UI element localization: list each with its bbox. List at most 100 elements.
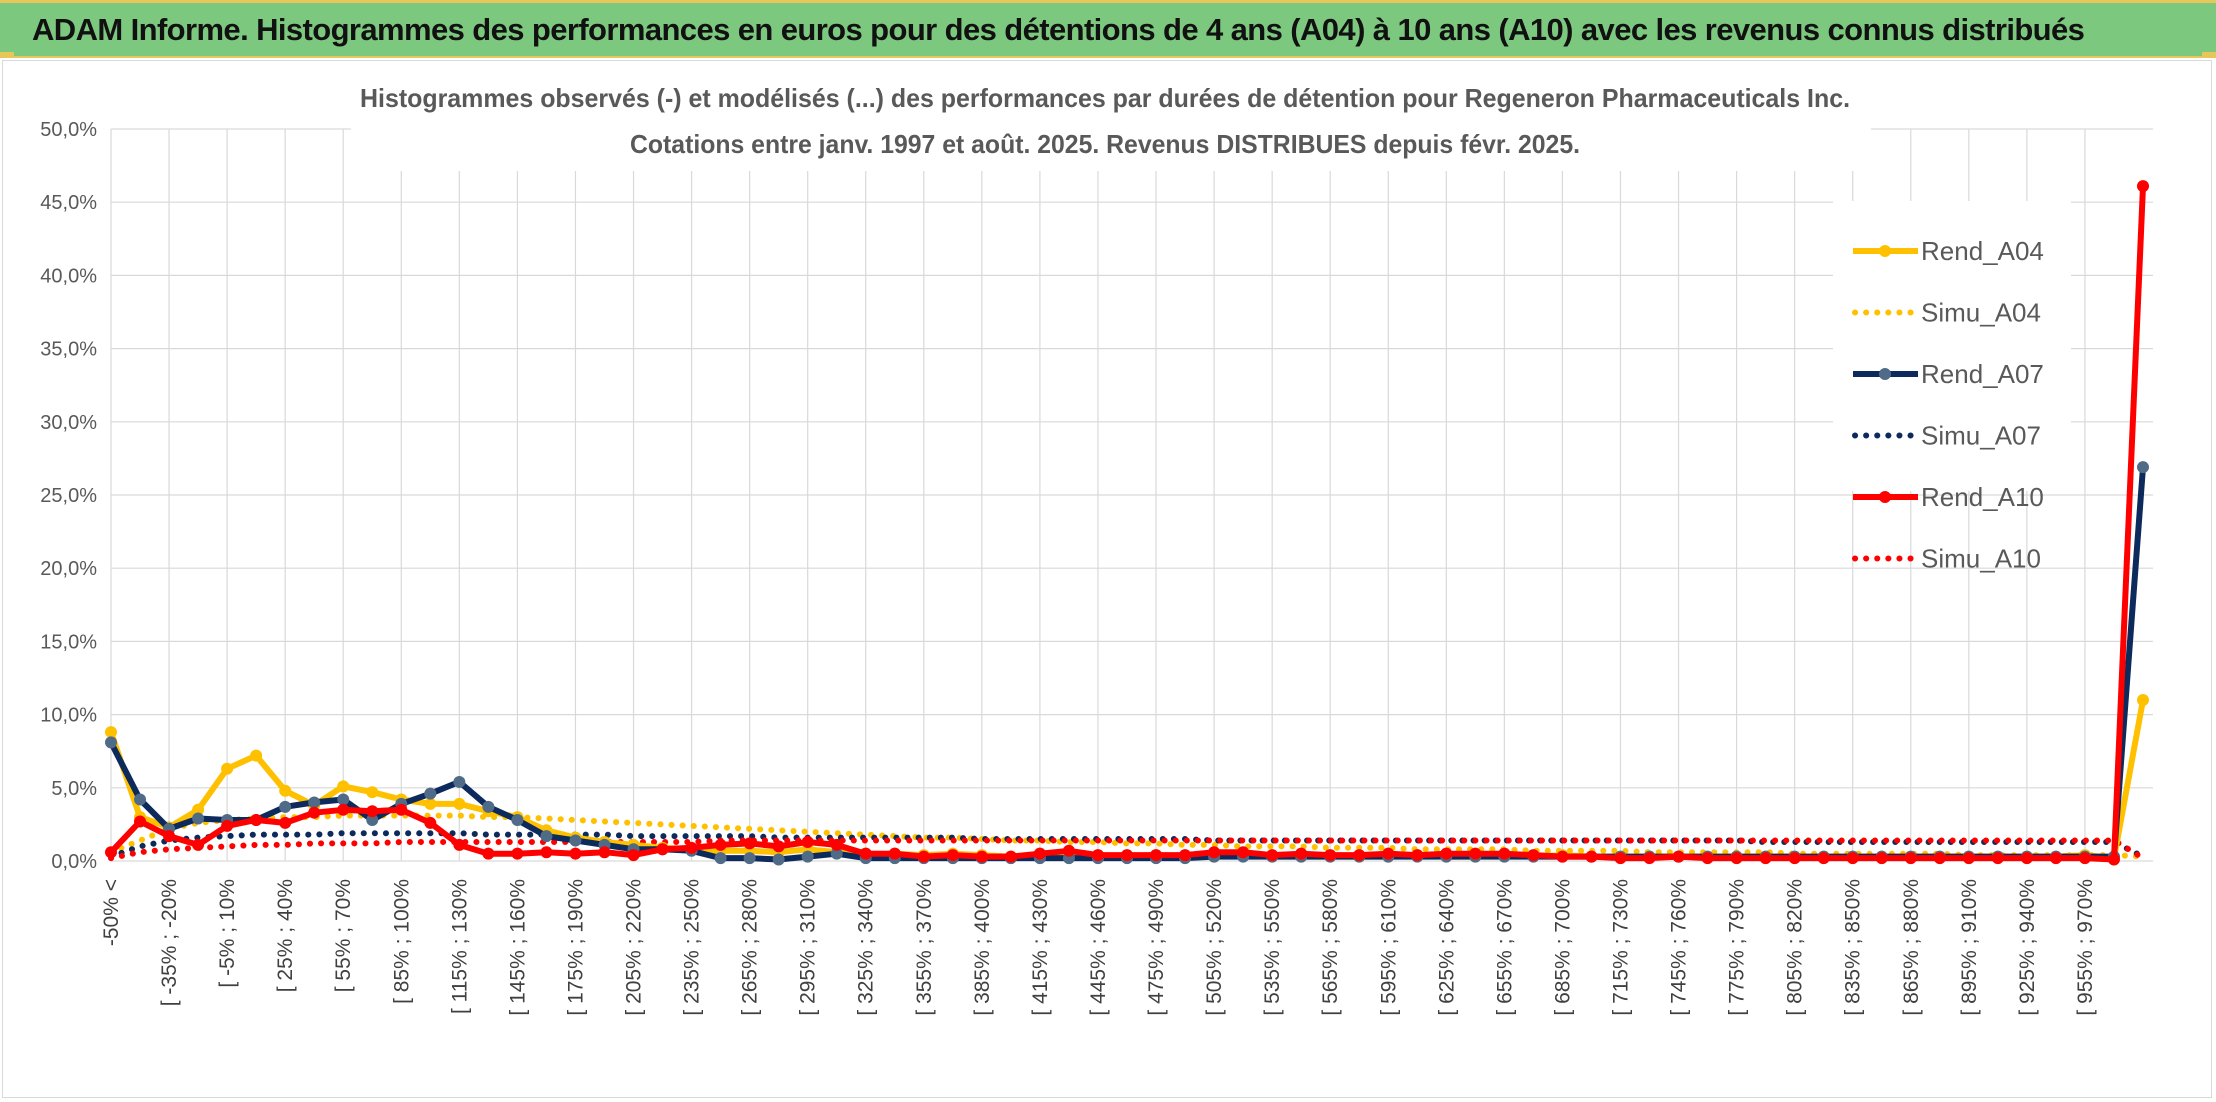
x-tick-label: [ -5% ; 10% bbox=[216, 879, 239, 988]
data-point-rend-a07 bbox=[511, 814, 524, 827]
data-point-rend-a04 bbox=[192, 803, 205, 816]
x-tick-label: [ 715% ; 730% bbox=[1609, 879, 1632, 1016]
y-tick-label: 25,0% bbox=[40, 485, 97, 507]
series-line-simu-a07 bbox=[108, 830, 2146, 860]
data-point-rend-a10 bbox=[888, 847, 901, 860]
data-point-rend-a07 bbox=[743, 852, 756, 865]
data-point-rend-a10 bbox=[1150, 849, 1163, 862]
data-point-rend-a07 bbox=[424, 787, 437, 800]
data-point-rend-a10 bbox=[1121, 849, 1133, 862]
legend-label-simu-a04: Simu_A04 bbox=[1921, 298, 2041, 328]
data-point-rend-a10 bbox=[540, 846, 553, 859]
data-point-rend-a10 bbox=[569, 847, 582, 860]
data-point-rend-a10 bbox=[1237, 846, 1250, 859]
y-tick-label: 0,0% bbox=[51, 851, 97, 873]
data-point-rend-a10 bbox=[1004, 850, 1017, 863]
data-point-rend-a10 bbox=[1672, 850, 1685, 863]
data-point-rend-a10 bbox=[1614, 852, 1627, 865]
data-point-rend-a10 bbox=[1817, 852, 1830, 865]
data-point-rend-a04 bbox=[366, 786, 379, 799]
x-tick-label: [ 145% ; 160% bbox=[506, 879, 529, 1016]
x-tick-label: [ 235% ; 250% bbox=[681, 879, 704, 1016]
x-tick-label: [ 115% ; 130% bbox=[448, 879, 471, 1014]
x-tick-label: [ 475% ; 490% bbox=[1145, 879, 1168, 1016]
data-point-rend-a10 bbox=[366, 805, 379, 818]
data-point-rend-a04 bbox=[2137, 693, 2149, 706]
data-point-rend-a10 bbox=[627, 849, 640, 862]
legend-label-simu-a10: Simu_A10 bbox=[1921, 544, 2041, 574]
x-tick-label: [ 685% ; 700% bbox=[1551, 879, 1574, 1016]
data-point-rend-a07 bbox=[105, 736, 117, 749]
report-title: ADAM Informe. Histogrammes des performan… bbox=[32, 12, 2085, 47]
x-tick-label: [ 175% ; 190% bbox=[564, 879, 587, 1016]
data-point-rend-a07 bbox=[714, 852, 727, 865]
data-point-rend-a10 bbox=[1440, 847, 1453, 860]
data-point-rend-a10 bbox=[1527, 849, 1540, 862]
data-point-rend-a10 bbox=[482, 847, 495, 860]
x-tick-label: [ 505% ; 520% bbox=[1203, 879, 1226, 1016]
data-point-rend-a10 bbox=[1295, 847, 1308, 860]
data-point-rend-a10 bbox=[859, 847, 872, 860]
legend-marker-rend-a07 bbox=[1879, 368, 1891, 380]
x-tick-label: [ 265% ; 280% bbox=[739, 879, 762, 1016]
data-point-rend-a10 bbox=[424, 816, 437, 829]
data-point-rend-a04 bbox=[337, 780, 350, 793]
data-point-rend-a10 bbox=[1904, 852, 1917, 865]
data-point-rend-a10 bbox=[1933, 852, 1946, 865]
data-point-rend-a10 bbox=[192, 838, 205, 851]
data-point-rend-a10 bbox=[801, 835, 814, 848]
banner-corner-right bbox=[2202, 52, 2216, 58]
data-point-rend-a10 bbox=[598, 846, 611, 859]
data-point-rend-a10 bbox=[946, 849, 959, 862]
data-point-rend-a07 bbox=[801, 850, 814, 863]
x-tick-label: [ 385% ; 400% bbox=[971, 879, 994, 1016]
x-tick-label: [ -35% ; -20% bbox=[158, 879, 181, 1006]
data-point-rend-a07 bbox=[569, 834, 582, 847]
data-point-rend-a10 bbox=[1179, 849, 1192, 862]
legend-label-rend-a04: Rend_A04 bbox=[1921, 236, 2044, 266]
data-point-rend-a07 bbox=[2137, 461, 2149, 474]
data-point-rend-a10 bbox=[1266, 849, 1279, 862]
data-point-rend-a10 bbox=[250, 814, 263, 827]
data-point-rend-a10 bbox=[279, 816, 292, 829]
data-point-rend-a10 bbox=[308, 806, 321, 819]
legend-marker-rend-a04 bbox=[1879, 245, 1891, 257]
data-point-rend-a04 bbox=[453, 797, 466, 810]
data-point-rend-a07 bbox=[453, 775, 466, 788]
legend-label-rend-a10: Rend_A10 bbox=[1921, 482, 2044, 512]
data-point-rend-a10 bbox=[917, 850, 930, 863]
data-point-rend-a10 bbox=[453, 838, 466, 851]
data-point-rend-a10 bbox=[1033, 847, 1046, 860]
data-point-rend-a10 bbox=[1556, 850, 1569, 863]
data-point-rend-a10 bbox=[1788, 852, 1801, 865]
title-background bbox=[351, 61, 1871, 171]
data-point-rend-a10 bbox=[1382, 847, 1395, 860]
x-tick-label: [ 535% ; 550% bbox=[1261, 879, 1284, 1016]
data-point-rend-a10 bbox=[2137, 180, 2149, 193]
data-point-rend-a10 bbox=[395, 803, 408, 816]
y-tick-label: 50,0% bbox=[40, 119, 97, 141]
legend-label-rend-a07: Rend_A07 bbox=[1921, 359, 2044, 389]
data-point-rend-a10 bbox=[221, 819, 234, 832]
data-point-rend-a10 bbox=[511, 847, 524, 860]
y-tick-label: 45,0% bbox=[40, 192, 97, 214]
x-tick-label: [ 775% ; 790% bbox=[1726, 879, 1749, 1016]
data-point-rend-a10 bbox=[1324, 849, 1337, 862]
y-tick-label: 35,0% bbox=[40, 339, 97, 361]
data-point-rend-a07 bbox=[337, 793, 350, 806]
data-point-rend-a07 bbox=[308, 796, 321, 809]
data-point-rend-a04 bbox=[105, 726, 117, 739]
data-point-rend-a07 bbox=[482, 800, 495, 813]
x-tick-label: [ 595% ; 610% bbox=[1377, 879, 1400, 1016]
data-point-rend-a10 bbox=[714, 838, 727, 851]
data-point-rend-a10 bbox=[2020, 852, 2033, 865]
x-tick-label: [ 445% ; 460% bbox=[1087, 879, 1110, 1016]
data-point-rend-a10 bbox=[1759, 852, 1772, 865]
data-point-rend-a07 bbox=[772, 853, 785, 866]
data-point-rend-a10 bbox=[2107, 853, 2120, 866]
x-tick-label: [ 925% ; 940% bbox=[2016, 879, 2039, 1016]
data-point-rend-a10 bbox=[975, 850, 988, 863]
data-point-rend-a10 bbox=[1846, 852, 1859, 865]
y-tick-label: 15,0% bbox=[40, 631, 97, 653]
data-point-rend-a07 bbox=[540, 830, 553, 843]
